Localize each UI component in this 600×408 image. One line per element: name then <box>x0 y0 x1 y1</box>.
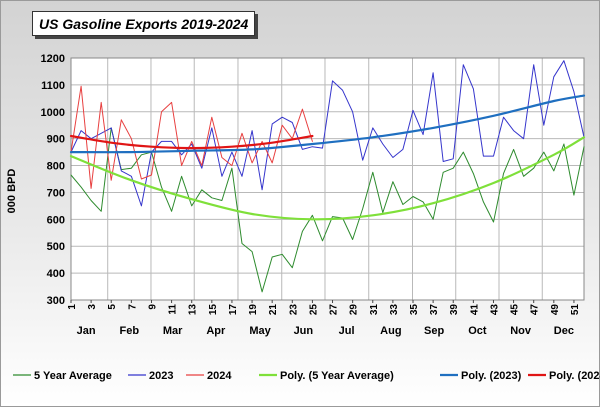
series-line-5-year-average <box>70 127 585 293</box>
plot-area <box>71 58 584 300</box>
x-month-label: Apr <box>206 325 226 337</box>
x-month-label: Jan <box>77 325 96 337</box>
series-layer <box>69 60 586 293</box>
x-week-label: 47 <box>530 304 541 316</box>
x-week-label: 33 <box>389 304 400 316</box>
axes <box>70 57 585 303</box>
series-line-poly-2024 <box>69 134 314 150</box>
x-month-label: Feb <box>120 325 140 337</box>
title-box: US Gasoline Exports 2019-2024 <box>32 11 256 36</box>
x-week-label: 13 <box>188 304 199 316</box>
x-month-label: Sep <box>424 325 444 337</box>
series-line-poly-2023 <box>69 94 586 154</box>
x-week-label: 31 <box>369 304 380 316</box>
x-week-label: 1 <box>67 304 78 310</box>
legend: 5 Year Average 2023 2024 Poly. (5 Year Aver… <box>13 370 600 382</box>
y-tick-label: 300 <box>47 295 65 307</box>
x-month-label: Jul <box>339 325 355 337</box>
x-month-label: Nov <box>510 325 532 337</box>
x-week-label: 11 <box>168 304 179 315</box>
y-tick-label: 500 <box>47 241 65 253</box>
x-week-label: 45 <box>510 304 521 316</box>
x-week-label: 35 <box>409 304 420 316</box>
y-tick-label: 900 <box>47 134 65 146</box>
y-tick-label: 600 <box>47 214 65 226</box>
legend-label: Poly. (2023) <box>461 370 522 382</box>
x-week-label: 15 <box>208 304 219 316</box>
x-week-label: 51 <box>570 304 581 316</box>
x-week-label: 17 <box>228 304 239 316</box>
y-tick-label: 1100 <box>41 80 65 92</box>
x-month-label: Oct <box>468 325 487 337</box>
plot-border <box>70 57 585 301</box>
y-tick-label: 700 <box>47 187 65 199</box>
series-line-2024 <box>70 85 313 189</box>
x-week-label: 5 <box>107 304 118 310</box>
x-month-label: Mar <box>163 325 183 337</box>
x-month-label: Aug <box>380 325 401 337</box>
x-week-label: 49 <box>550 304 561 316</box>
legend-label: 2024 <box>207 370 232 382</box>
y-tick-label: 1200 <box>41 53 65 65</box>
legend-label: 5 Year Average <box>34 370 112 382</box>
x-week-label: 41 <box>469 304 480 316</box>
x-month-label: Jun <box>294 325 314 337</box>
x-week-label: 37 <box>429 304 440 316</box>
x-week-label: 21 <box>268 304 279 316</box>
series-line-poly-5-year-average <box>69 136 586 221</box>
x-month-label: May <box>249 325 271 337</box>
x-week-label: 27 <box>329 304 340 316</box>
x-week-label: 9 <box>147 304 158 310</box>
x-week-label: 3 <box>87 304 98 310</box>
legend-label: 2023 <box>149 370 173 382</box>
legend-label: Poly. (5 Year Average) <box>280 370 394 382</box>
y-tick-label: 400 <box>47 268 65 280</box>
y-tick-label: 1000 <box>41 107 65 119</box>
chart-title: US Gasoline Exports 2019-2024 <box>39 15 249 32</box>
x-week-label: 19 <box>248 304 259 316</box>
legend-label: Poly. (2024) <box>549 370 600 382</box>
x-week-label: 7 <box>127 304 138 310</box>
x-week-label: 25 <box>308 304 319 316</box>
x-week-label: 43 <box>489 304 500 316</box>
y-axis-label: 000 BPD <box>6 169 18 214</box>
x-month-label: Dec <box>554 325 574 337</box>
x-week-label: 23 <box>288 304 299 316</box>
y-tick-label: 800 <box>47 161 65 173</box>
x-week-label: 39 <box>449 304 460 316</box>
x-week-label: 29 <box>349 304 360 316</box>
